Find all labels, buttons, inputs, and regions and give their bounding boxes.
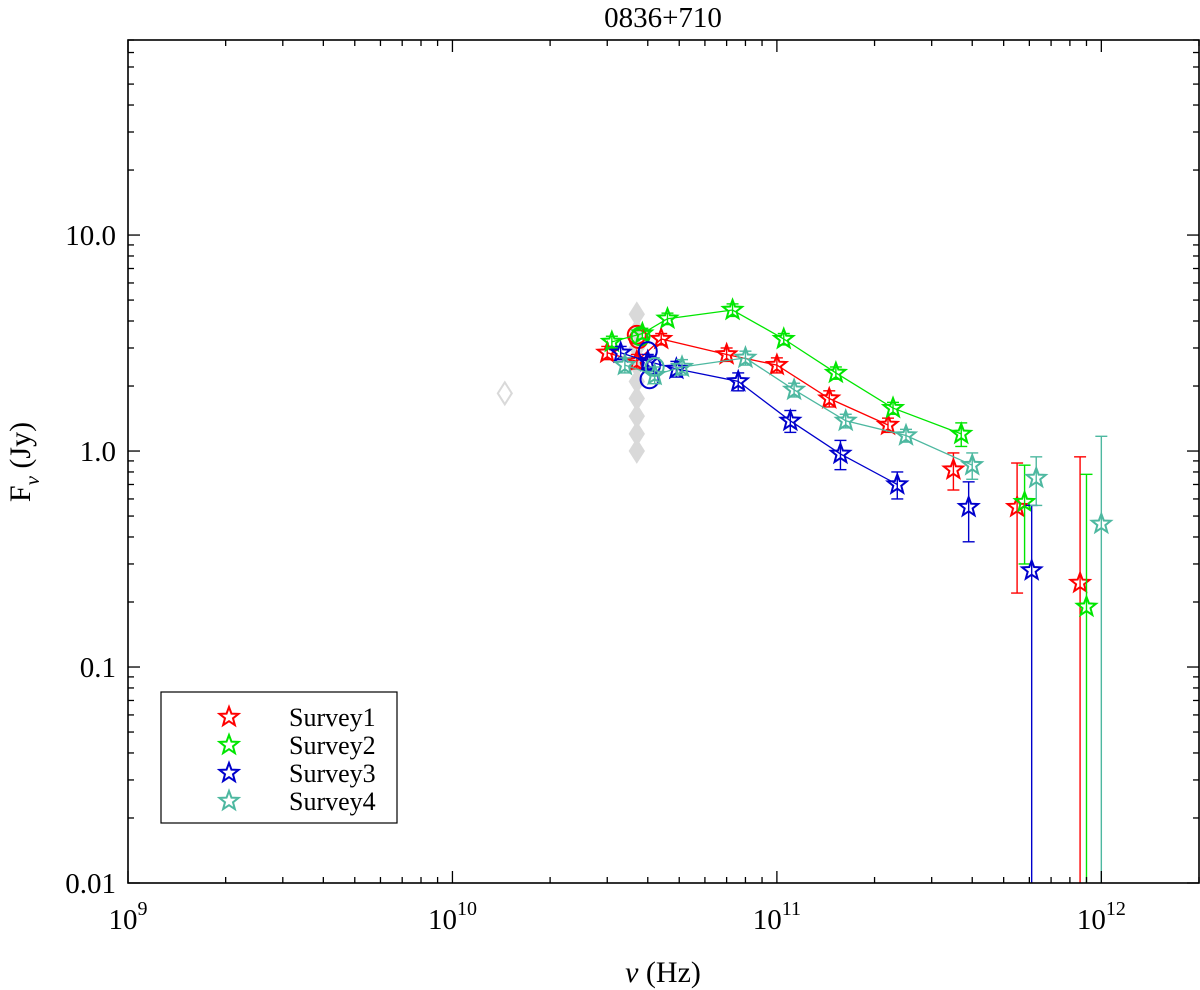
star-marker	[959, 452, 985, 476]
legend-marker-survey3	[216, 760, 242, 784]
star-marker	[1024, 465, 1049, 489]
star-marker	[893, 422, 919, 446]
star-marker	[669, 354, 695, 378]
circle-marker	[644, 356, 665, 377]
star-marker	[828, 441, 853, 465]
star-marker	[1019, 557, 1044, 581]
legend-marker-survey1	[216, 704, 242, 728]
legend-label-survey4: Survey4	[289, 787, 376, 816]
star-marker	[655, 305, 680, 330]
chart-title: 0836+710	[604, 2, 722, 34]
gray-diamond-marker	[628, 385, 645, 412]
star-marker	[599, 329, 625, 353]
star-marker	[630, 320, 655, 344]
series-survey4	[612, 345, 1114, 883]
x-axis-label-unit: (Hz)	[646, 956, 701, 989]
series-survey2	[599, 297, 1099, 883]
star-marker	[880, 395, 906, 419]
star-marker	[720, 297, 745, 321]
star-marker	[612, 352, 638, 376]
star-marker	[817, 385, 842, 409]
star-marker	[714, 341, 739, 365]
y-axis-label-subscript: ν	[20, 475, 44, 485]
y-tick-label: 0.1	[80, 652, 116, 684]
star-marker	[778, 407, 803, 432]
x-tick-label: 1012	[1077, 898, 1126, 936]
y-tick-label: 10.0	[65, 220, 116, 252]
legend-box	[160, 691, 398, 824]
legend-marker-survey2	[216, 732, 242, 756]
axis-ticks: 109 1010 1011 1012 0.01 0.1 1.0 10.0	[65, 39, 1200, 936]
x-tick-label: 1011	[753, 898, 801, 936]
star-marker	[1089, 511, 1114, 535]
star-marker	[764, 352, 790, 376]
star-marker	[875, 412, 901, 436]
legend-marker-survey4	[216, 788, 242, 812]
gray-diamond-marker	[628, 438, 645, 464]
star-marker	[833, 407, 858, 432]
series-survey3	[608, 339, 1044, 883]
star-marker	[823, 360, 849, 384]
x-axis-label: ν (Hz)	[625, 956, 701, 989]
gray-diamond-marker	[628, 301, 645, 328]
star-marker	[1012, 489, 1037, 513]
legend-label-survey1: Survey1	[289, 703, 376, 732]
star-marker	[781, 376, 807, 401]
y-axis-label-unit: (Jy)	[4, 422, 37, 469]
plot-area	[496, 297, 1114, 883]
legend-label-survey2: Survey2	[289, 731, 376, 760]
star-marker	[725, 368, 751, 392]
star-marker	[1067, 570, 1093, 594]
y-axis-label-main: F	[4, 485, 37, 502]
y-axis-label: Fν (Jy)	[4, 422, 44, 502]
star-marker	[648, 326, 674, 350]
star-marker	[949, 421, 974, 445]
star-marker	[771, 326, 796, 350]
star-marker	[733, 345, 758, 369]
star-marker	[642, 362, 667, 386]
gray-diamond-marker	[628, 403, 645, 430]
gray-diamond-marker	[496, 380, 513, 407]
star-marker	[1074, 593, 1099, 618]
x-tick-label: 1010	[428, 898, 477, 936]
series-survey1	[595, 324, 1093, 883]
legend-label-survey3: Survey3	[289, 759, 376, 788]
star-marker	[608, 339, 633, 364]
star-marker	[885, 471, 910, 495]
star-marker	[956, 494, 981, 518]
x-axis-label-symbol: ν	[625, 956, 639, 989]
y-tick-label: 0.01	[65, 868, 116, 900]
y-tick-label: 1.0	[80, 436, 116, 468]
gray-diamond-marker	[628, 421, 645, 447]
svg-text:Fν (Jy): Fν (Jy)	[4, 422, 44, 502]
star-marker	[941, 456, 966, 481]
x-tick-label: 109	[109, 898, 148, 936]
